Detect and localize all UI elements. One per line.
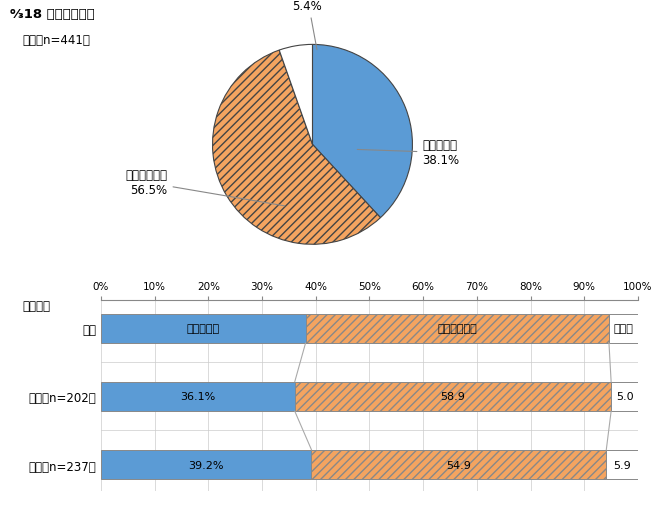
Text: 無回答
5.4%: 無回答 5.4% xyxy=(292,0,322,50)
Text: 知らなかった
56.5%: 知らなかった 56.5% xyxy=(126,169,284,207)
Text: 36.1%: 36.1% xyxy=(180,391,215,402)
Text: 「性別」: 「性別」 xyxy=(22,299,50,312)
Bar xyxy=(311,450,606,479)
Bar xyxy=(305,314,609,344)
Bar xyxy=(101,382,295,411)
Wedge shape xyxy=(312,45,413,218)
Text: 知らなかった: 知らなかった xyxy=(437,324,477,334)
Text: ↉18 歳以上の本人: ↉18 歳以上の本人 xyxy=(10,8,94,20)
Text: 39.2%: 39.2% xyxy=(188,460,224,470)
Bar xyxy=(611,382,638,411)
Bar xyxy=(609,314,638,344)
Text: 58.9: 58.9 xyxy=(441,391,465,402)
Bar xyxy=(101,450,311,479)
Text: 無回答: 無回答 xyxy=(613,324,633,334)
Text: 全体（n=441）: 全体（n=441） xyxy=(22,34,90,46)
Wedge shape xyxy=(212,51,380,245)
Text: 知っていた: 知っていた xyxy=(187,324,220,334)
Text: 54.9: 54.9 xyxy=(447,460,471,470)
Text: 5.9: 5.9 xyxy=(613,460,631,470)
Text: 5.0: 5.0 xyxy=(616,391,633,402)
Bar xyxy=(101,314,305,344)
Wedge shape xyxy=(279,45,312,145)
Text: 知っていた
38.1%: 知っていた 38.1% xyxy=(357,139,460,167)
Bar xyxy=(295,382,611,411)
Bar xyxy=(606,450,638,479)
